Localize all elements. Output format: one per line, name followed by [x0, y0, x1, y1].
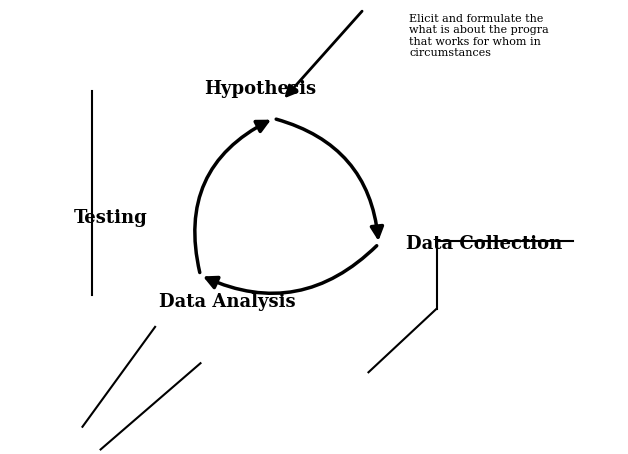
Text: Elicit and formulate the
what is about the progra
that works for whom in
circums: Elicit and formulate the what is about t…	[409, 14, 549, 59]
Text: Data Collection: Data Collection	[406, 235, 562, 253]
Text: Hypothesis: Hypothesis	[204, 80, 316, 98]
Text: Data Analysis: Data Analysis	[160, 293, 296, 311]
Text: Testing: Testing	[73, 209, 147, 227]
